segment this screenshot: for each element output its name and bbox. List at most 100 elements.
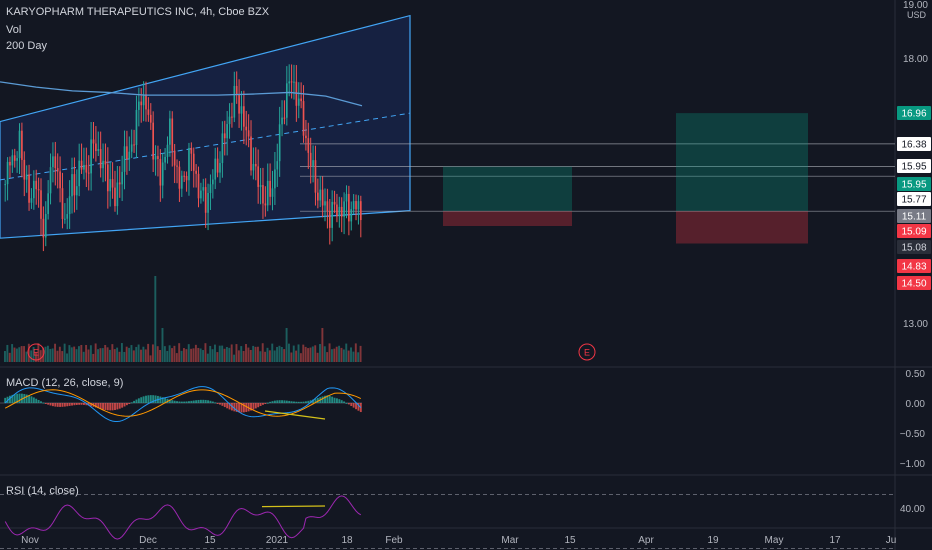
macd-histogram-bar [147,395,150,403]
trend-channel [0,14,411,239]
price-tag-label: 15.95 [901,180,926,191]
volume-bar [149,355,152,362]
volume-bar [13,347,16,362]
price-tag-label: 16.38 [901,140,926,151]
price-tag [897,259,931,273]
volume-bar [106,347,109,362]
candle-body [157,156,159,159]
volume-bar [285,328,288,362]
candle-body [276,161,279,170]
macd-histogram-bar [283,400,286,403]
candle-body [54,156,57,169]
price-tag [897,192,931,206]
volume-bar [204,343,207,362]
candle-body [228,116,231,125]
candle-body [317,192,319,201]
macd-histogram-bar [316,397,319,403]
volume-bar [314,345,317,362]
price-tag [897,209,931,223]
candle-body [305,135,307,139]
macd-histogram-bar [13,394,16,403]
volume-bar [144,349,147,362]
candle-body [21,130,23,160]
macd-histogram-bar [176,401,178,403]
candle-body [359,201,362,221]
macd-histogram-bar [85,403,88,406]
candle-body [56,168,59,172]
volume-bar [245,344,247,362]
macd-histogram-bar [269,401,272,403]
candle-body [32,180,35,199]
volume-bar [111,344,114,362]
macd-histogram-bar [42,402,45,404]
price-tag [897,137,931,151]
volume-bar [335,346,338,362]
volume-bar [233,354,236,362]
candle-body [109,179,112,192]
candle-body [123,146,126,172]
macd-histogram-bar [23,393,26,403]
candle-body [326,201,329,212]
volume-bar [73,346,76,362]
candle-body [164,156,166,163]
macd-histogram-bar [164,398,167,403]
time-axis-tick: 19 [707,535,719,546]
candle-body [95,143,97,152]
candle-body [307,138,310,153]
macd-histogram-bar [104,403,107,410]
volume-bar [254,346,257,362]
macd-histogram-bar [11,394,14,403]
candle-body [257,166,260,187]
candle-body [348,193,350,222]
macd-axis-tick: −1.00 [900,459,926,470]
candle-body [285,83,288,118]
macd-histogram-bar [109,403,112,411]
volume-bar [211,349,214,362]
macd-histogram-bar [40,401,42,403]
time-axis-tick: Mar [501,535,519,546]
candle-body [233,85,236,118]
candle-body [331,201,334,228]
volume-bar [340,347,343,362]
volume-bar [185,349,188,362]
volume-bar [173,345,176,362]
candle-body [245,126,248,131]
candle-body [269,180,271,197]
volume-bar [154,276,157,362]
macd-histogram-bar [250,403,252,411]
volume-bar [295,350,298,362]
macd-histogram-bar [97,403,100,409]
candle-body [4,184,7,186]
volume-bar [130,345,133,362]
candle-body [18,130,21,159]
macd-histogram-bar [254,403,257,409]
macd-histogram-bar [159,396,162,403]
macd-histogram-bar [333,397,336,403]
volume-bar [116,347,119,362]
macd-histogram-bar [137,398,140,403]
volume-bar [225,347,228,362]
macd-histogram-bar [152,395,155,403]
volume-bar [202,350,205,362]
volume-bar [171,348,173,362]
volume-bar [228,347,231,362]
macd-histogram-bar [54,403,57,407]
candle-body [197,173,200,199]
volume-bar [333,348,336,362]
time-axis-tick: 18 [341,535,353,546]
macd-axis-tick: 0.00 [906,399,926,410]
candle-body [178,166,181,189]
candle-body [252,163,255,171]
macd-histogram-bar [90,403,93,407]
volume-bar [357,352,360,362]
time-axis-tick: Dec [139,535,157,546]
macd-axis-tick: 0.50 [906,369,926,380]
candle-body [104,160,107,165]
time-axis-tick: Apr [638,535,654,546]
volume-bar [49,348,52,362]
volume-bar [175,353,178,362]
candle-body [350,209,353,222]
earnings-marker-icon [578,343,596,361]
